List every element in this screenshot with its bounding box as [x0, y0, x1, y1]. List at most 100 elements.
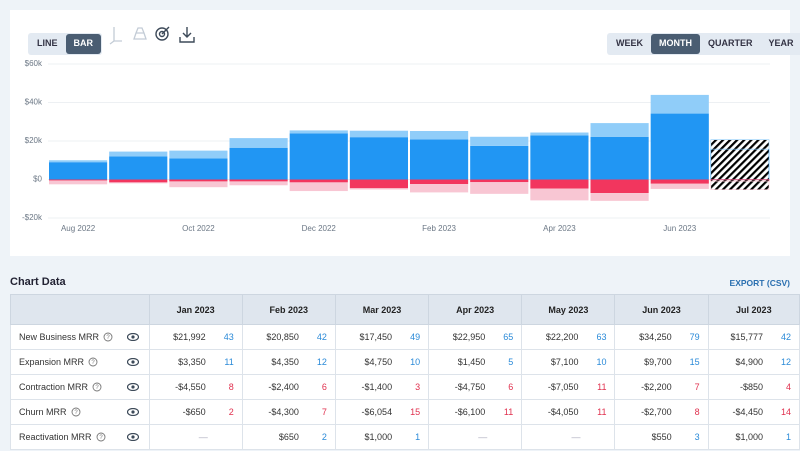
export-button[interactable]: EXPORT (CSV)	[729, 278, 790, 288]
column-header: Jul 2023	[707, 294, 800, 325]
chart-type-button[interactable]: LINE	[37, 38, 58, 48]
bar-segment	[410, 179, 469, 185]
bar-segment	[710, 180, 770, 191]
metric-name: Expansion MRR	[19, 357, 85, 367]
bar-segment	[109, 182, 168, 184]
column-header: Feb 2023	[241, 294, 336, 325]
eye-icon[interactable]	[126, 358, 139, 366]
cell-content: -$650 2	[150, 407, 242, 417]
bar-segment	[229, 147, 288, 180]
eye-icon[interactable]	[126, 333, 139, 341]
data-cell: $21,992 43	[148, 324, 243, 350]
amount: -$4,050	[547, 407, 579, 417]
help-icon[interactable]: ?	[71, 407, 81, 417]
amount: $21,992	[173, 332, 206, 342]
amount: $1,450	[457, 357, 486, 367]
cell-content: -$2,200 7	[615, 382, 707, 392]
data-cell: -$6,100 11	[428, 399, 523, 425]
table-row: Expansion MRR? $3,350 11 $4,350 12 $4,750 10 $1…	[10, 349, 800, 375]
period-button[interactable]: YEAR	[768, 38, 794, 48]
amount: $3,350	[178, 357, 206, 367]
period-switch[interactable]: WEEK MONTH QUARTER YEAR	[607, 33, 800, 55]
data-table: Jan 2023 Feb 2023 Mar 2023 Apr 2023 May 2023…	[10, 294, 800, 450]
bar-segment	[169, 181, 228, 188]
data-cell: $15,777 42	[707, 324, 800, 350]
amount: -$650	[182, 407, 206, 417]
period-button[interactable]: QUARTER	[708, 38, 753, 48]
x-tick-label: Apr 2023	[543, 224, 576, 233]
cell-content: -$6,100 11	[429, 407, 521, 417]
help-icon[interactable]: ?	[92, 382, 102, 392]
cell-content: $7,100 10	[522, 357, 614, 367]
row-header: Churn MRR?	[10, 399, 150, 425]
amount: -$6,100	[454, 407, 486, 417]
cell-content: $22,200 63	[522, 332, 614, 342]
amount: $15,777	[730, 332, 763, 342]
x-tick-label: Jun 2023	[663, 224, 696, 233]
table-row: Contraction MRR? -$4,550 8 -$2,400 6 -$1,400 3…	[10, 374, 800, 400]
amount: $20,850	[266, 332, 299, 342]
bar-segment	[470, 179, 529, 183]
amount: $4,900	[735, 357, 763, 367]
chart-type-button[interactable]: BAR	[65, 34, 102, 54]
amount: $22,200	[545, 332, 579, 342]
data-cell: —	[148, 424, 243, 450]
period-button[interactable]: MONTH	[651, 34, 700, 54]
data-cell: $22,950 65	[428, 324, 523, 350]
bar-segment	[289, 179, 348, 183]
count: 11	[597, 407, 607, 417]
amount: $650	[278, 432, 299, 442]
cell-content: -$7,050 11	[522, 382, 614, 392]
count: 14	[780, 407, 791, 417]
data-cell: $4,750 10	[334, 349, 430, 375]
amount: $22,950	[452, 332, 486, 342]
help-icon[interactable]: ?	[103, 332, 113, 342]
eye-icon[interactable]	[126, 383, 139, 391]
count: 79	[689, 332, 700, 342]
period-button[interactable]: WEEK	[616, 38, 643, 48]
bar-segment	[49, 180, 108, 185]
bar-segment	[650, 113, 709, 180]
column-header: Apr 2023	[428, 294, 523, 325]
data-cell: -$850 4	[707, 374, 800, 400]
column-header: May 2023	[521, 294, 616, 325]
count: 7	[321, 407, 327, 417]
amount: —	[571, 432, 581, 442]
help-icon[interactable]: ?	[96, 432, 106, 442]
bar-segment	[49, 179, 108, 181]
cell-content: -$4,300 7	[243, 407, 335, 417]
eye-icon[interactable]	[126, 408, 139, 416]
bar-segment	[49, 160, 108, 163]
amount: -$850	[739, 382, 763, 392]
count: 11	[503, 407, 514, 417]
cell-content: -$2,400 6	[243, 382, 335, 392]
eye-icon[interactable]	[126, 433, 139, 441]
row-header: New Business MRR?	[10, 324, 150, 350]
svg-text:?: ?	[95, 385, 99, 391]
bar-segment	[470, 182, 529, 194]
table-row: Churn MRR? -$650 2 -$4,300 7 -$6,054 15 -$6,100…	[10, 399, 800, 425]
data-cell: $3,350 11	[148, 349, 243, 375]
count: 10	[410, 357, 421, 367]
bar-segment	[650, 94, 709, 114]
data-cell: $7,100 10	[521, 349, 616, 375]
cell-content: $4,750 10	[336, 357, 428, 367]
bar-segment	[349, 188, 408, 190]
column-header: Jun 2023	[614, 294, 709, 325]
data-cell: $22,200 63	[521, 324, 616, 350]
count: 11	[597, 382, 607, 392]
data-cell: $17,450 49	[334, 324, 430, 350]
bar-segment	[109, 151, 168, 157]
amount: -$4,450	[732, 407, 763, 417]
data-cell: $1,000 1	[707, 424, 800, 450]
row-label: New Business MRR?	[11, 332, 149, 342]
cell-content: $20,850 42	[243, 332, 335, 342]
help-icon[interactable]: ?	[88, 357, 98, 367]
bar-segment	[710, 148, 770, 180]
cell-content: $650 2	[243, 432, 335, 442]
count: 1	[415, 432, 421, 442]
data-cell: -$650 2	[148, 399, 243, 425]
count: 63	[596, 332, 607, 342]
bar-segment	[530, 135, 589, 180]
chart-type-switch[interactable]: LINE BAR	[28, 33, 103, 55]
